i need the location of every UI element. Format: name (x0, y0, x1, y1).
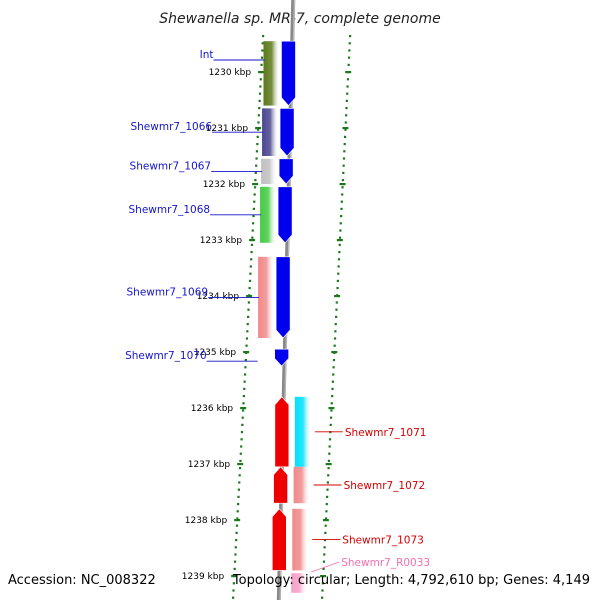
label-leader (311, 561, 340, 573)
ruler-tick (345, 71, 352, 74)
ruler-tick-label: 1230 kbp (209, 68, 252, 78)
gene-shewmr7_1073[interactable] (271, 508, 308, 571)
cds-arrow (279, 108, 295, 157)
ruler-tick (246, 295, 253, 298)
gene-feature-bar (258, 256, 274, 338)
ruler-tick (243, 351, 250, 354)
gene-label[interactable]: Shewmr7_1069 (127, 286, 209, 298)
cds-arrow (274, 348, 289, 367)
ruler-tick (237, 463, 244, 466)
ruler-tick-label: 1233 kbp (200, 236, 243, 246)
gene-feature-bar (262, 108, 278, 156)
gene-label[interactable]: Shewmr7_1067 (130, 160, 212, 172)
gene-track (258, 40, 310, 593)
gene-feature-bar (263, 41, 279, 106)
ruler-right-dots (321, 35, 352, 599)
gene-feature-bar (291, 573, 307, 593)
gene-feature-bar (260, 186, 276, 243)
map-title: Shewanella sp. MR-7, complete genome (159, 11, 440, 27)
ruler-tick (258, 71, 265, 74)
gene-shewmr7_1070[interactable] (274, 348, 289, 367)
gene-feature-bar (293, 466, 309, 504)
ruler-tick (322, 519, 329, 522)
ruler-tick-label: 1239 kbp (182, 572, 225, 582)
ruler-tick (336, 239, 343, 242)
gene-shewmr7_r0033[interactable] (291, 573, 307, 593)
gene-labels: Int Shewmr7_1066 Shewmr7_1067 Shewmr7_1068 S… (125, 49, 430, 573)
ruler-tick-label: 1236 kbp (191, 404, 234, 414)
gene-shewmr7_1069[interactable] (258, 256, 291, 339)
gene-shewmr7_1066[interactable] (262, 108, 295, 157)
gene-feature-bar (294, 396, 310, 467)
ruler-tick (334, 295, 341, 298)
ruler-tick (255, 127, 262, 130)
cds-arrow (281, 40, 296, 107)
ruler-tick (252, 183, 259, 186)
ruler-tick (240, 407, 247, 410)
cds-arrow (271, 508, 287, 571)
gene-label[interactable]: Shewmr7_R0033 (341, 557, 430, 569)
ruler-tick (234, 519, 241, 522)
ruler-tick-label: 1235 kbp (194, 348, 237, 358)
ruler-tick (325, 463, 332, 466)
gene-shewmr7_1067[interactable] (261, 158, 294, 185)
ruler-tick-label: 1238 kbp (185, 516, 228, 526)
gene-label[interactable]: Shewmr7_1070 (125, 350, 207, 362)
cds-arrow (274, 396, 290, 468)
gene-label[interactable]: Shewmr7_1073 (342, 535, 424, 547)
ruler-tick-label: 1231 kbp (206, 124, 249, 134)
cds-arrow (273, 466, 288, 504)
ruler-tick-label: 1237 kbp (188, 460, 231, 470)
ruler-tick (331, 351, 338, 354)
gene-label[interactable]: Shewmr7_1066 (130, 121, 212, 133)
gene-shewmr7_1071[interactable] (274, 396, 310, 468)
accession-text: Accession: NC_008322 (8, 573, 156, 588)
ruler-left-dots (232, 35, 265, 599)
ruler-tick (342, 127, 349, 130)
cds-arrow (277, 186, 293, 244)
cds-arrow (278, 158, 294, 185)
topology-text: Topology: circular; Length: 4,792,610 bp… (232, 573, 590, 588)
cds-arrow (275, 256, 291, 339)
gene-label[interactable]: Int (200, 49, 214, 61)
ruler-tick (231, 575, 238, 578)
gene-label[interactable]: Shewmr7_1072 (344, 480, 426, 492)
ruler-tick (249, 239, 256, 242)
gene-int[interactable] (263, 40, 296, 107)
gene-feature-bar (292, 508, 308, 571)
gene-label[interactable]: Shewmr7_1068 (129, 204, 211, 216)
gene-label[interactable]: Shewmr7_1071 (345, 427, 427, 439)
ruler-tick (328, 407, 335, 410)
ruler-tick-label: 1232 kbp (203, 180, 246, 190)
ruler-tick (339, 183, 346, 186)
gene-shewmr7_1068[interactable] (260, 186, 293, 244)
gene-shewmr7_1072[interactable] (273, 466, 309, 504)
ruler-tick (320, 575, 327, 578)
gene-feature-bar (261, 158, 277, 184)
